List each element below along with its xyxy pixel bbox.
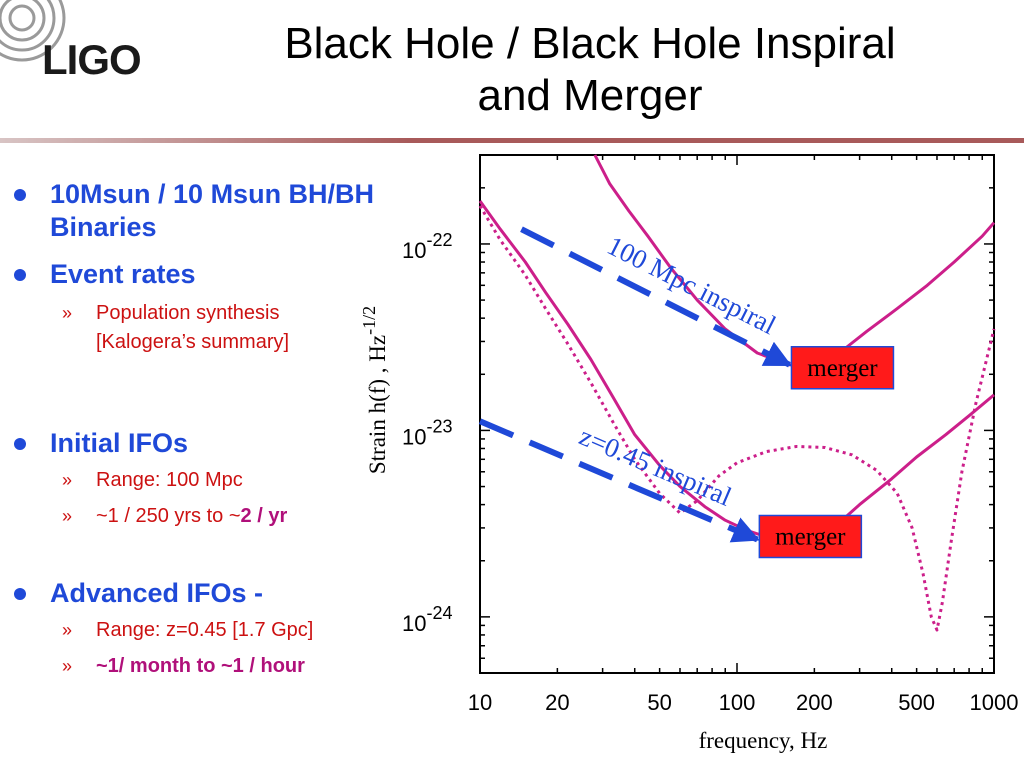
sub-bullet-text: Range: z=0.45 [1.7 Gpc] <box>96 619 314 641</box>
bullet-dot-icon <box>14 438 26 450</box>
bullet-dot-icon <box>14 588 26 600</box>
slide-title-line1: Black Hole / Black Hole Inspiral <box>284 19 896 68</box>
sub-bullet-marker: » <box>62 506 73 526</box>
logo-text: LIGO <box>42 36 142 83</box>
logo-rings-icon <box>0 0 66 62</box>
y-tick-labels: 10-24 10-23 10-22 <box>402 230 453 636</box>
plot-frame <box>479 154 995 674</box>
bullet-text: 10Msun / 10 Msun BH/BH Binaries <box>50 179 375 242</box>
x-tick-label: 50 <box>647 690 671 715</box>
sub-bullet-range-initial: » Range: 100 Mpc <box>14 466 384 495</box>
sensitivity-curve-3 <box>478 205 996 632</box>
merger-box-2 <box>758 514 863 559</box>
sub-bullet-rate-initial: » ~1 / 250 yrs to ~2 / yr <box>14 502 384 531</box>
bullet-list: 10Msun / 10 Msun BH/BH Binaries Event ra… <box>14 178 384 681</box>
sub-bullet-marker: » <box>62 620 73 640</box>
bullet-dot-icon <box>14 189 26 201</box>
x-axis-title: frequency, Hz <box>699 728 828 753</box>
sub-bullet-range-advanced: » Range: z=0.45 [1.7 Gpc] <box>14 616 384 645</box>
x-tick-label: 1000 <box>970 690 1019 715</box>
sensitivity-curves <box>478 154 996 632</box>
svg-text:Strain h(f) , Hz-1/2: Strain h(f) , Hz-1/2 <box>359 306 390 474</box>
y-tick-label: 10-23 <box>402 416 453 449</box>
bullet-event-rates: Event rates <box>14 258 384 291</box>
bullet-dot-icon <box>14 269 26 281</box>
bullet-text: Advanced IFOs - <box>50 578 264 608</box>
ligo-logo <box>0 0 66 62</box>
sub-bullet-text: ~1 / 250 yrs to ~ <box>96 505 241 527</box>
merger-label-2: merger <box>775 523 846 550</box>
sensitivity-curve-2 <box>478 200 995 545</box>
x-tick-label: 200 <box>796 690 833 715</box>
y-axis-title-exp: -1/2 <box>359 306 379 335</box>
bullet-initial-ifos: Initial IFOs <box>14 427 384 460</box>
sub-bullet-marker: » <box>62 470 73 490</box>
axis-ticks <box>479 154 994 674</box>
bullet-advanced-ifos: Advanced IFOs - <box>14 577 384 610</box>
x-tick-label: 500 <box>898 690 935 715</box>
sub-bullet-text: Range: 100 Mpc <box>96 469 243 491</box>
sub-bullet-highlight: ~1/ month to ~1 / hour <box>96 655 305 677</box>
y-axis-title-main: Strain h(f) , Hz <box>365 335 390 474</box>
sub-bullet-highlight: 2 / yr <box>240 505 288 527</box>
sub-bullet-text: Population synthesis [Kalogera’s summary… <box>96 302 290 353</box>
inspiral-arrow-1 <box>520 226 792 368</box>
slide-title: Black Hole / Black Hole Inspiral and Mer… <box>200 18 980 122</box>
sub-bullet-marker: » <box>62 656 73 676</box>
x-tick-label: 10 <box>468 690 492 715</box>
merger-box-1 <box>790 346 895 390</box>
x-tick-label: 100 <box>719 690 756 715</box>
x-tick-label: 20 <box>545 690 569 715</box>
y-tick-label: 10-24 <box>402 603 453 636</box>
bullet-text: Initial IFOs <box>50 428 189 458</box>
y-tick-label: 10-22 <box>402 230 453 263</box>
merger-label-1: merger <box>807 355 878 382</box>
sub-bullet-marker: » <box>62 303 73 323</box>
bullet-bh-binaries: 10Msun / 10 Msun BH/BH Binaries <box>14 178 384 244</box>
sub-bullet-population-synthesis: » Population synthesis [Kalogera’s summa… <box>14 299 384 357</box>
bullet-text: Event rates <box>50 259 196 289</box>
title-divider <box>0 138 1024 143</box>
x-tick-labels: 10 20 50 100 200 500 1000 <box>468 690 1019 715</box>
y-axis-title: Strain h(f) , Hz-1/2 <box>359 306 390 474</box>
inspiral-arrow-2 <box>478 418 760 543</box>
sub-bullet-rate-advanced: » ~1/ month to ~1 / hour <box>14 652 384 681</box>
slide-title-line2: and Merger <box>477 71 703 120</box>
